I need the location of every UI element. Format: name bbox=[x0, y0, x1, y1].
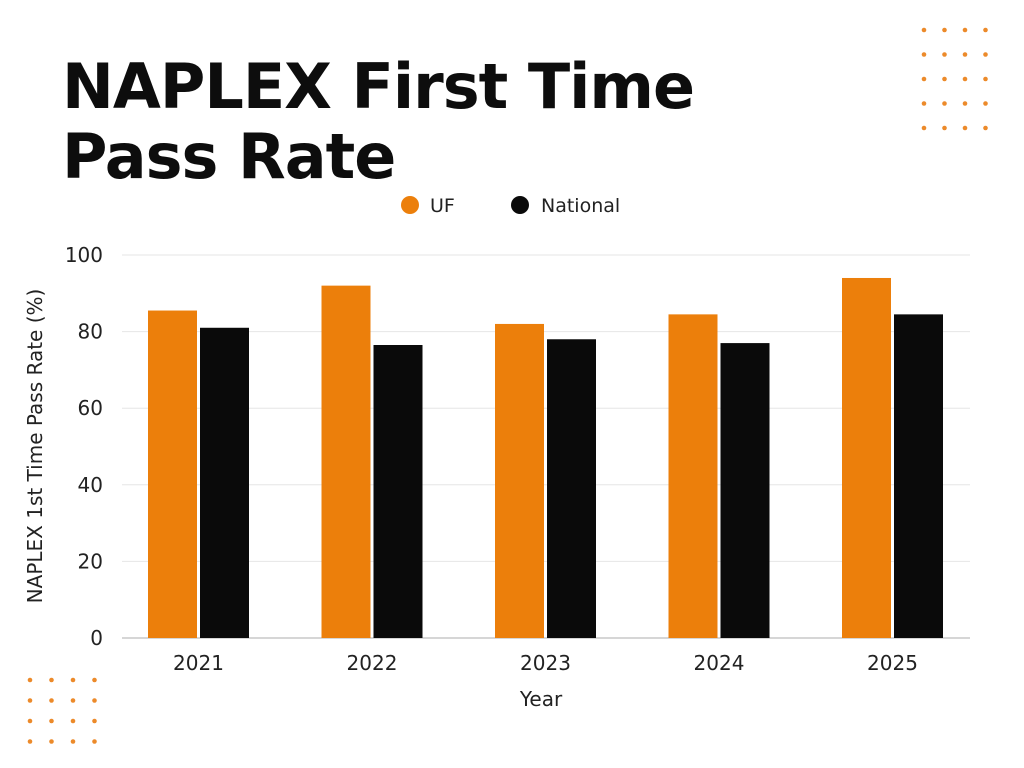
decor-dot bbox=[942, 101, 947, 106]
y-axis-tick-labels: 0 20 40 60 80 100 bbox=[65, 243, 103, 650]
chart-title: NAPLEX First Time Pass Rate bbox=[62, 52, 762, 192]
decor-dot bbox=[983, 52, 988, 57]
bars bbox=[148, 277, 943, 638]
x-tick-label-2024: 2024 bbox=[694, 651, 745, 675]
decor-dot bbox=[70, 739, 76, 744]
x-tick-label-2022: 2022 bbox=[347, 651, 398, 675]
y-tick-label: 80 bbox=[78, 320, 103, 344]
decor-dot bbox=[962, 125, 968, 131]
bar-uf-2024 bbox=[668, 314, 718, 638]
legend-label-national: National bbox=[541, 195, 620, 217]
bar-uf-2023 bbox=[495, 323, 544, 638]
legend-swatch-national bbox=[511, 196, 529, 214]
bar-national-2024 bbox=[720, 343, 770, 638]
decor-dot bbox=[92, 677, 97, 683]
decor-dot bbox=[962, 27, 968, 33]
bar-uf-2022 bbox=[321, 285, 371, 638]
decor-dot bbox=[921, 76, 927, 82]
x-axis-tick-labels: 2021 2022 2023 2024 2025 bbox=[173, 651, 918, 675]
legend-label-uf: UF bbox=[430, 195, 455, 217]
x-tick-label-2023: 2023 bbox=[520, 651, 571, 675]
decor-dot bbox=[49, 718, 54, 724]
decor-dot bbox=[942, 27, 947, 33]
legend-swatch-uf bbox=[401, 196, 419, 214]
decor-dot bbox=[27, 698, 33, 703]
y-tick-label: 40 bbox=[78, 473, 103, 497]
bar-national-2021 bbox=[200, 327, 249, 638]
y-tick-label: 0 bbox=[90, 626, 103, 650]
decor-dot bbox=[27, 739, 33, 744]
decor-dot bbox=[92, 718, 97, 724]
decor-dot bbox=[49, 739, 54, 744]
y-tick-label: 100 bbox=[65, 243, 103, 267]
x-tick-label-2021: 2021 bbox=[173, 651, 224, 675]
decor-dot bbox=[983, 27, 988, 33]
y-axis-title: NAPLEX 1st Time Pass Rate (%) bbox=[23, 289, 47, 604]
dot-pattern-top-right bbox=[921, 27, 988, 131]
decor-dot bbox=[49, 677, 54, 683]
decor-dot bbox=[962, 76, 968, 82]
decor-dot bbox=[70, 698, 76, 703]
decor-dot bbox=[921, 101, 927, 106]
decor-dot bbox=[942, 76, 947, 82]
decor-dot bbox=[92, 698, 97, 703]
chart-title-line-2: Pass Rate bbox=[62, 120, 396, 193]
gridlines bbox=[122, 254, 970, 639]
chart-title-line-1: NAPLEX First Time bbox=[62, 50, 695, 123]
decor-dot bbox=[962, 52, 968, 57]
decor-dot bbox=[70, 718, 76, 724]
decor-dot bbox=[921, 52, 927, 57]
bar-national-2025 bbox=[894, 314, 943, 638]
decor-dot bbox=[27, 677, 33, 683]
decor-dot bbox=[942, 52, 947, 57]
bar-national-2023 bbox=[547, 339, 596, 638]
decor-dot bbox=[921, 27, 927, 33]
y-tick-label: 60 bbox=[78, 396, 103, 420]
decor-dot bbox=[942, 125, 947, 131]
decor-dot bbox=[962, 101, 968, 106]
y-tick-label: 20 bbox=[78, 549, 103, 573]
bar-uf-2025 bbox=[842, 277, 891, 638]
x-axis-title: Year bbox=[519, 687, 563, 711]
decor-dot bbox=[49, 698, 54, 703]
decor-dot bbox=[983, 125, 988, 131]
decor-dot bbox=[921, 125, 927, 131]
decor-dot bbox=[983, 76, 988, 82]
legend: UF National bbox=[401, 195, 620, 217]
decor-dot bbox=[92, 739, 97, 744]
bar-national-2022 bbox=[373, 345, 423, 638]
dot-pattern-bottom-left bbox=[27, 677, 97, 744]
bar-uf-2021 bbox=[148, 310, 197, 638]
x-tick-label-2025: 2025 bbox=[867, 651, 918, 675]
decor-dot bbox=[27, 718, 33, 724]
decor-dot bbox=[70, 677, 76, 683]
decor-dot bbox=[983, 101, 988, 106]
